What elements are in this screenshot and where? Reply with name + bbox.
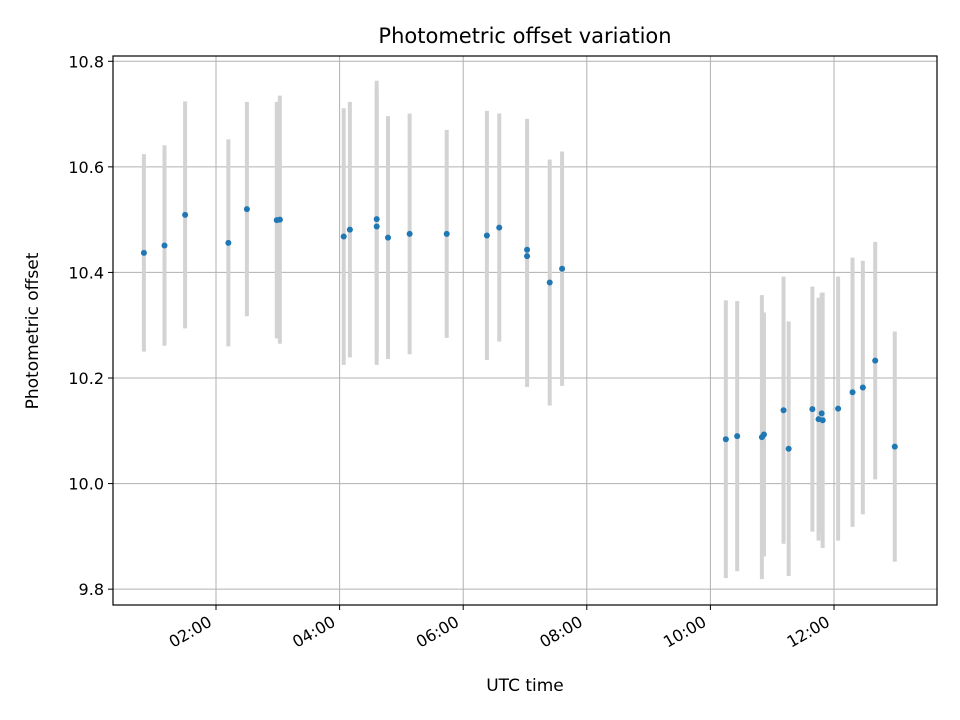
data-point xyxy=(496,224,503,231)
y-tick-label: 10.0 xyxy=(68,475,104,494)
y-tick-label: 10.8 xyxy=(68,52,104,71)
chart-title: Photometric offset variation xyxy=(378,24,671,48)
data-point xyxy=(373,216,380,223)
x-axis-label: UTC time xyxy=(486,676,564,696)
data-point xyxy=(818,410,825,417)
data-point xyxy=(373,223,380,230)
data-point xyxy=(524,253,531,260)
grid xyxy=(113,56,937,605)
y-tick-label: 9.8 xyxy=(79,580,104,599)
data-point xyxy=(276,216,283,223)
data-point xyxy=(225,239,232,246)
y-tick-label: 10.4 xyxy=(68,263,104,282)
data-point xyxy=(406,230,413,237)
data-point xyxy=(161,242,168,249)
data-point xyxy=(385,234,392,241)
plot-area xyxy=(113,56,937,605)
data-point xyxy=(243,206,250,213)
data-point xyxy=(140,249,147,256)
data-point xyxy=(859,384,866,391)
y-tick-label: 10.2 xyxy=(68,369,104,388)
data-point xyxy=(346,226,353,233)
data-point xyxy=(546,279,553,286)
data-point xyxy=(722,436,729,443)
data-point xyxy=(340,233,347,240)
data-point xyxy=(760,431,767,438)
data-point xyxy=(524,246,531,253)
data-point xyxy=(780,407,787,414)
y-tick-label: 10.6 xyxy=(68,158,104,177)
data-points xyxy=(140,206,898,452)
data-point xyxy=(483,232,490,239)
data-point xyxy=(849,389,856,396)
data-point xyxy=(891,443,898,450)
data-point xyxy=(443,230,450,237)
data-point xyxy=(872,357,879,364)
data-point xyxy=(819,417,826,424)
y-axis-ticks: 9.8 10.0 10.2 10.4 10.6 10.8 xyxy=(68,52,113,599)
data-point xyxy=(809,406,816,413)
data-point xyxy=(559,265,566,272)
data-point xyxy=(182,211,189,218)
data-point xyxy=(734,433,741,440)
data-point xyxy=(835,405,842,412)
plot-frame xyxy=(112,55,938,606)
data-point xyxy=(785,445,792,452)
y-axis-label: Photometric offset xyxy=(23,252,43,409)
